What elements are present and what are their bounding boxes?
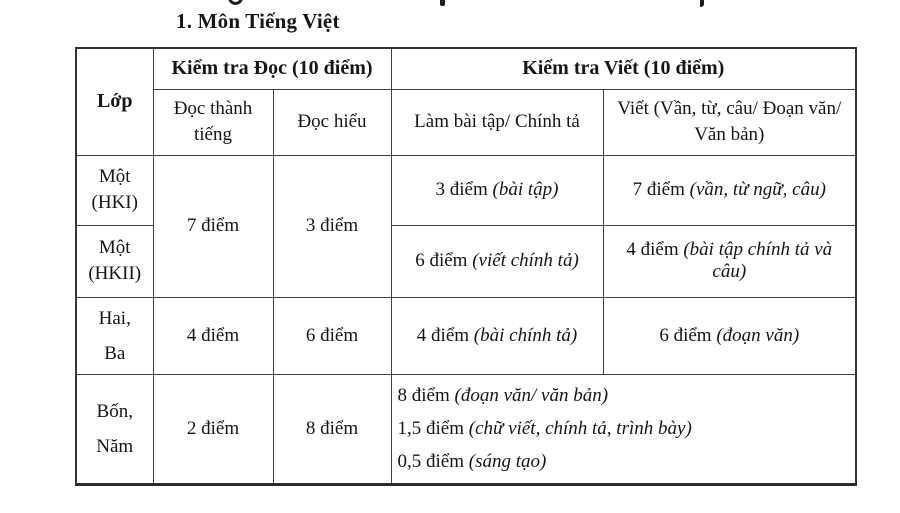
score-note: (đoạn văn/ văn bản): [454, 385, 609, 406]
score: 0,5 điểm: [397, 451, 465, 472]
cropped-text-fragment: [228, 0, 243, 5]
table-row-bon-nam: Bốn, Năm 2 điểm 8 điểm 8 điểm (đoạn văn/…: [75, 373, 857, 485]
cell-doc-thanh-tieng: 7 điểm: [152, 154, 274, 298]
lop-line: Một: [98, 237, 131, 258]
lop-line: Ba: [104, 342, 126, 364]
score-note: (sáng tạo): [468, 451, 547, 472]
section-title: 1. Môn Tiếng Việt: [176, 9, 340, 33]
score: 4 điểm: [626, 239, 679, 260]
cell-lop: Bốn, Năm: [75, 373, 154, 485]
subheader-doc-thanh-tieng: Đọc thành tiếng: [152, 88, 274, 156]
merged-line: 0,5 điểm (sáng tạo): [398, 445, 850, 478]
cropped-text-fragment: [700, 0, 704, 7]
cell-viet: 4 điểm (bài tập chính tả và câu): [602, 224, 857, 298]
header-row-groups: Lớp Kiểm tra Đọc (10 điểm) Kiểm tra Viết…: [75, 47, 857, 156]
cell-lop: Một (HKI): [75, 154, 154, 226]
score: 3 điểm: [435, 179, 488, 200]
header-kiem-tra-viet: Kiểm tra Viết (10 điểm): [390, 47, 857, 90]
header-lop: Lớp: [75, 47, 154, 156]
merged-line: 8 điểm (đoạn văn/ văn bản): [398, 379, 850, 412]
score-note: (vần, từ ngữ, câu): [689, 179, 826, 200]
merged-line: 1,5 điểm (chữ viết, chính tả, trình bày): [398, 412, 850, 445]
score-note: (chữ viết, chính tả, trình bày): [468, 418, 692, 439]
cell-lam-bai-tap: 3 điểm (bài tập): [390, 154, 604, 226]
cropped-text-fragment: [440, 0, 445, 6]
lop-line: (HKII): [88, 263, 142, 284]
header-kiem-tra-doc: Kiểm tra Đọc (10 điểm): [152, 47, 392, 90]
score-note: (viết chính tả): [472, 250, 579, 271]
score: 6 điểm: [415, 250, 468, 271]
score: 1,5 điểm: [397, 418, 465, 439]
lop-line: (HKI): [91, 192, 138, 213]
score-note: (bài tập chính tả và câu): [683, 239, 833, 282]
cell-lop: Hai, Ba: [75, 296, 154, 375]
score-note: (đoạn văn): [716, 324, 800, 346]
score: 7 điểm: [632, 179, 685, 200]
grading-table: Lớp Kiểm tra Đọc (10 điểm) Kiểm tra Viết…: [75, 47, 858, 486]
lop-line: Một: [98, 166, 131, 187]
score: 4 điểm: [416, 324, 470, 346]
score: 6 điểm: [659, 324, 712, 346]
subheader-doc-hieu: Đọc hiểu: [272, 88, 392, 156]
header-row-sub: Đọc thành tiếng Đọc hiểu Làm bài tập/ Ch…: [76, 88, 857, 156]
cell-doc-hieu: 6 điểm: [272, 296, 392, 375]
lop-line: Bốn,: [96, 400, 133, 422]
table-row-mot-hki: Một (HKI) 7 điểm 3 điểm 3 điểm (bài tập)…: [75, 154, 857, 298]
cell-doc-thanh-tieng: 2 điểm: [152, 373, 274, 485]
cell-doc-hieu: 3 điểm: [272, 154, 392, 298]
cell-lam-bai-tap: 4 điểm (bài chính tả): [390, 296, 604, 375]
cell-viet-merged: 8 điểm (đoạn văn/ văn bản) 1,5 điểm (chữ…: [390, 373, 857, 485]
cell-viet: 6 điểm (đoạn văn): [602, 296, 857, 375]
score-note: (bài chính tả): [473, 324, 578, 346]
subheader-viet: Viết (Vần, từ, câu/ Đoạn văn/ Văn bản): [602, 88, 857, 156]
score: 8 điểm: [397, 385, 450, 406]
table-row-hai-ba: Hai, Ba 4 điểm 6 điểm 4 điểm (bài chính …: [75, 296, 857, 375]
score-note: (bài tập): [492, 179, 559, 200]
cell-doc-hieu: 8 điểm: [272, 373, 392, 485]
cell-lop: Một (HKII): [75, 224, 154, 298]
cell-lam-bai-tap: 6 điểm (viết chính tả): [390, 224, 604, 298]
lop-line: Năm: [96, 435, 134, 457]
subheader-lam-bai-tap: Làm bài tập/ Chính tả: [390, 88, 604, 156]
lop-line: Hai,: [98, 307, 131, 329]
cell-viet: 7 điểm (vần, từ ngữ, câu): [602, 154, 857, 226]
cell-doc-thanh-tieng: 4 điểm: [152, 296, 274, 375]
